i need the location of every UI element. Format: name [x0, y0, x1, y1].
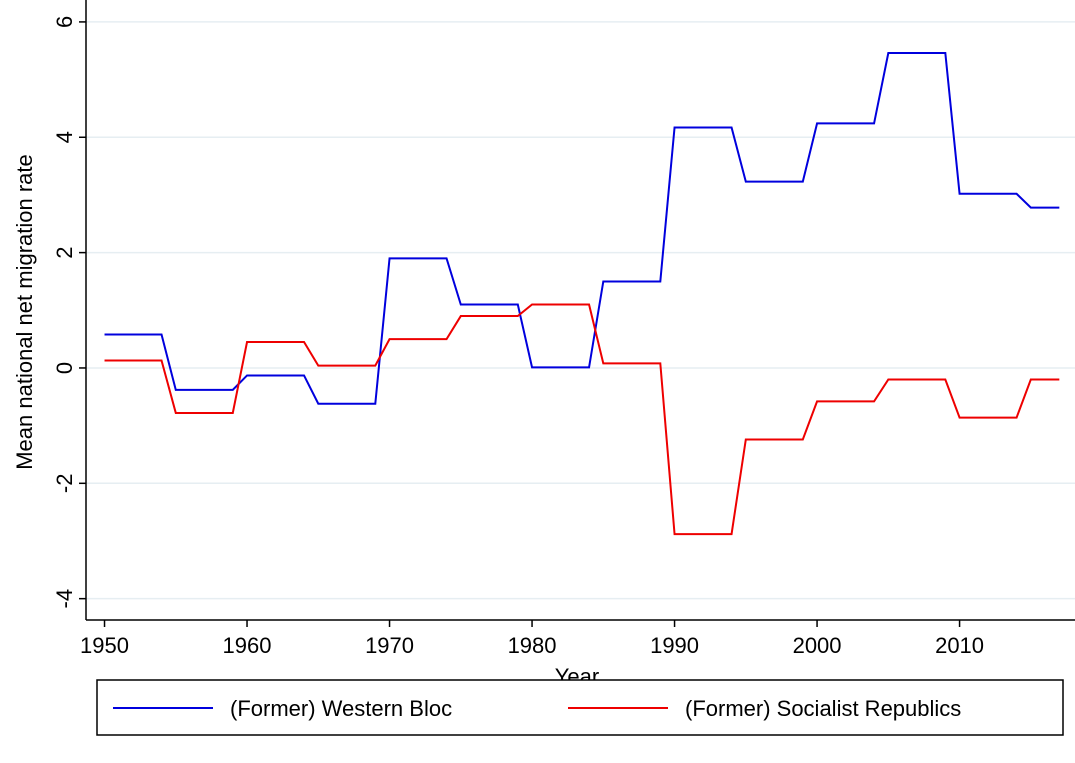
- legend-label: (Former) Western Bloc: [230, 696, 452, 721]
- y-tick-label: -2: [52, 474, 77, 494]
- y-tick-label: 0: [52, 362, 77, 374]
- x-tick-label: 2010: [935, 633, 984, 658]
- y-tick-label: -4: [52, 589, 77, 609]
- x-tick-label: 1950: [80, 633, 129, 658]
- x-tick-label: 1970: [365, 633, 414, 658]
- y-axis-title: Mean national net migration rate: [12, 154, 37, 470]
- x-tick-label: 1960: [223, 633, 272, 658]
- x-tick-label: 2000: [793, 633, 842, 658]
- y-tick-label: 4: [52, 131, 77, 143]
- series-line: [104, 52, 1060, 405]
- y-tick-label: 6: [52, 16, 77, 28]
- x-tick-label: 1980: [508, 633, 557, 658]
- y-tick-label: 2: [52, 246, 77, 258]
- series-line: [104, 303, 1060, 536]
- x-tick-label: 1990: [650, 633, 699, 658]
- legend-label: (Former) Socialist Republics: [685, 696, 961, 721]
